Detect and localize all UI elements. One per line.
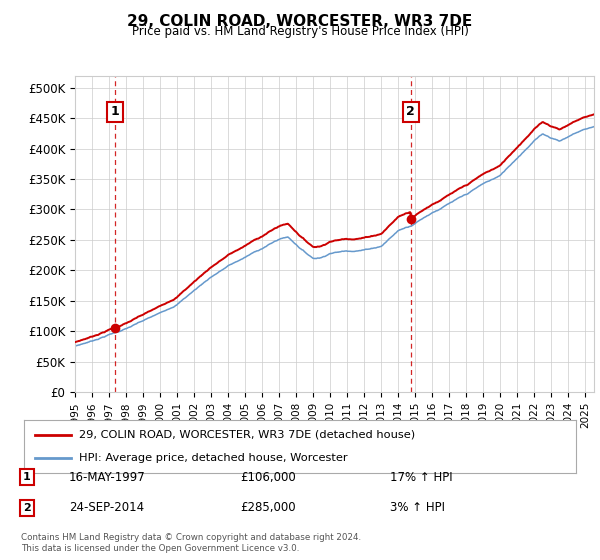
Text: HPI: Average price, detached house, Worcester: HPI: Average price, detached house, Worc… — [79, 453, 348, 463]
Text: 2: 2 — [406, 105, 415, 119]
Text: Contains HM Land Registry data © Crown copyright and database right 2024.
This d: Contains HM Land Registry data © Crown c… — [21, 533, 361, 553]
Text: Price paid vs. HM Land Registry's House Price Index (HPI): Price paid vs. HM Land Registry's House … — [131, 25, 469, 38]
Text: 3% ↑ HPI: 3% ↑ HPI — [390, 501, 445, 515]
Text: 1: 1 — [23, 472, 31, 482]
Text: 1: 1 — [111, 105, 120, 119]
Text: 16-MAY-1997: 16-MAY-1997 — [69, 470, 146, 484]
Text: £285,000: £285,000 — [240, 501, 296, 515]
Text: 17% ↑ HPI: 17% ↑ HPI — [390, 470, 452, 484]
Text: 2: 2 — [23, 503, 31, 513]
Text: £106,000: £106,000 — [240, 470, 296, 484]
Text: 29, COLIN ROAD, WORCESTER, WR3 7DE (detached house): 29, COLIN ROAD, WORCESTER, WR3 7DE (deta… — [79, 430, 415, 440]
Text: 29, COLIN ROAD, WORCESTER, WR3 7DE: 29, COLIN ROAD, WORCESTER, WR3 7DE — [127, 14, 473, 29]
Text: 24-SEP-2014: 24-SEP-2014 — [69, 501, 144, 515]
